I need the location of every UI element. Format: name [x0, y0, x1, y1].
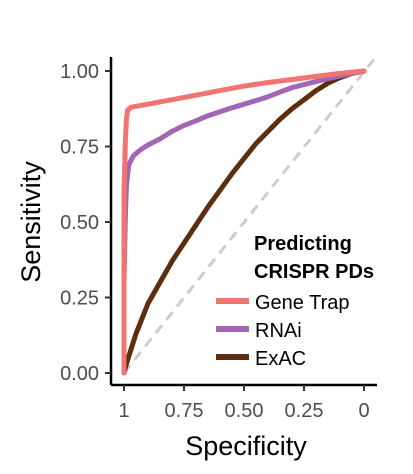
legend: Predicting CRISPR PDs Gene Trap RNAi ExAC [216, 233, 374, 370]
plot-area [121, 57, 377, 376]
legend-label-gene-trap: Gene Trap [255, 292, 350, 314]
y-axis-ticks: 0.00 0.25 0.50 0.75 1.00 [60, 61, 111, 385]
x-tick-label: 0.75 [165, 400, 204, 422]
legend-label-exac: ExAC [255, 348, 306, 370]
y-tick-label: 0.25 [60, 288, 99, 310]
legend-title-line-2: CRISPR PDs [254, 261, 374, 283]
y-tick-label: 0.00 [60, 363, 99, 385]
y-tick-label: 0.50 [60, 212, 99, 234]
x-axis-ticks: 1 0.75 0.50 0.25 0 [118, 385, 370, 422]
y-tick-label: 1.00 [60, 61, 99, 83]
legend-items: Gene Trap RNAi ExAC [216, 292, 350, 370]
y-axis-title: Sensitivity [16, 161, 46, 283]
y-tick-label: 0.75 [60, 137, 99, 159]
x-axis-title: Specificity [185, 431, 307, 461]
x-tick-label: 1 [118, 400, 129, 422]
x-tick-label: 0 [358, 400, 369, 422]
x-tick-label: 0.25 [285, 400, 324, 422]
series-line-rnai [121, 68, 367, 376]
x-tick-label: 0.50 [225, 400, 264, 422]
series-line-gene-trap [121, 68, 367, 376]
legend-label-rnai: RNAi [255, 320, 302, 342]
legend-title-line-1: Predicting [254, 233, 352, 255]
reference-diagonal-line [122, 57, 377, 374]
series-line-exac [121, 68, 367, 376]
